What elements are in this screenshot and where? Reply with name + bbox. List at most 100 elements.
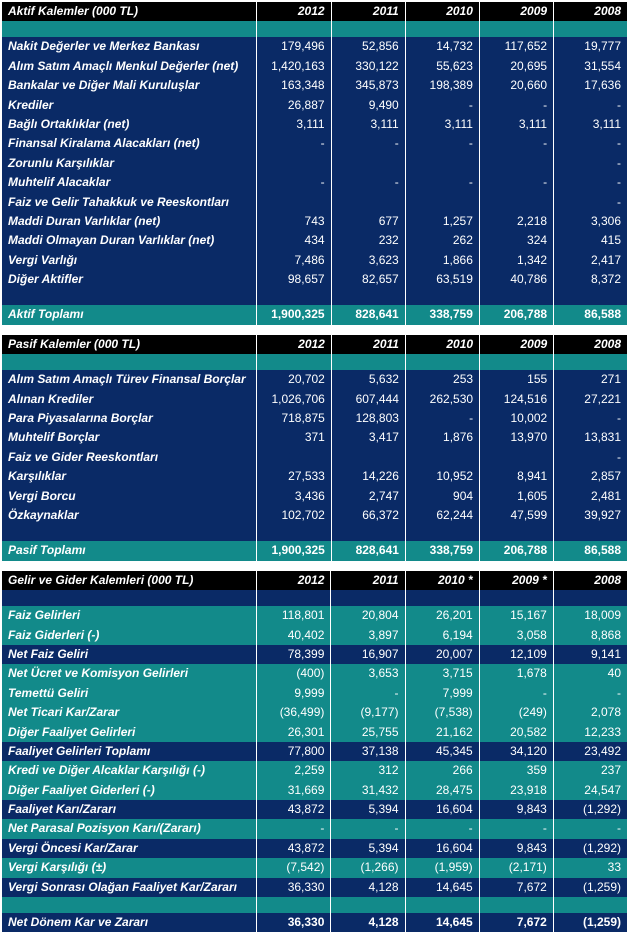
liabilities-row: Özkaynaklar102,70266,37262,24447,59939,9… bbox=[2, 506, 628, 525]
income-cell: (7,542) bbox=[257, 858, 331, 877]
liabilities-cell: 27,533 bbox=[257, 467, 332, 486]
income-cell: 3,653 bbox=[331, 664, 405, 683]
income-row: Diğer Faaliyet Giderleri (-)31,66931,432… bbox=[2, 781, 628, 800]
income-row: Faiz Giderleri (-)40,4023,8976,1943,0588… bbox=[2, 626, 628, 645]
income-year-4: 2008 bbox=[553, 571, 627, 590]
income-cell: 312 bbox=[331, 761, 405, 780]
income-cell: (400) bbox=[257, 664, 331, 683]
assets-total-label: Aktif Toplamı bbox=[2, 305, 256, 324]
income-cell: 31,669 bbox=[257, 781, 331, 800]
income-cell: (2,171) bbox=[479, 858, 553, 877]
income-row-label: Net Parasal Pozisyon Karı/(Zararı) bbox=[2, 819, 257, 838]
income-row: Net Ticari Kar/Zarar(36,499)(9,177)(7,53… bbox=[2, 703, 628, 722]
assets-year-2: 2010 bbox=[405, 2, 479, 21]
income-cell: 43,872 bbox=[257, 839, 331, 858]
income-year-3: 2009 * bbox=[479, 571, 553, 590]
income-cell: - bbox=[331, 684, 405, 703]
assets-cell: - bbox=[479, 96, 553, 115]
assets-cell bbox=[256, 154, 331, 173]
assets-row-label: Diğer Aktifler bbox=[2, 270, 256, 289]
liabilities-cell: 2,857 bbox=[554, 467, 628, 486]
income-cell: 3,058 bbox=[479, 626, 553, 645]
income-cell: 16,604 bbox=[405, 839, 479, 858]
assets-row-label: Finansal Kiralama Alacakları (net) bbox=[2, 134, 256, 153]
liabilities-total-cell: 828,641 bbox=[331, 541, 405, 560]
liabilities-year-4: 2008 bbox=[554, 335, 628, 354]
income-row: Faiz Gelirleri118,80120,80426,20115,1671… bbox=[2, 606, 628, 625]
income-cell: 34,120 bbox=[479, 742, 553, 761]
liabilities-row: Vergi Borcu3,4362,7479041,6052,481 bbox=[2, 487, 628, 506]
liabilities-cell: 10,952 bbox=[405, 467, 479, 486]
assets-row: Bağlı Ortaklıklar (net)3,1113,1113,1113,… bbox=[2, 115, 628, 134]
assets-row-label: Vergi Varlığı bbox=[2, 251, 256, 270]
assets-cell bbox=[405, 193, 479, 212]
income-row-label: Temettü Geliri bbox=[2, 684, 257, 703]
liabilities-cell: 47,599 bbox=[480, 506, 554, 525]
income-year-1: 2011 bbox=[331, 571, 405, 590]
liabilities-cell: 124,516 bbox=[480, 390, 554, 409]
income-cell: 266 bbox=[405, 761, 479, 780]
assets-row: Zorunlu Karşılıklar- bbox=[2, 154, 628, 173]
income-cell: 20,804 bbox=[331, 606, 405, 625]
assets-cell: 3,111 bbox=[256, 115, 331, 134]
liabilities-total-cell: 86,588 bbox=[554, 541, 628, 560]
liabilities-cell: 13,970 bbox=[480, 428, 554, 447]
income-total-cell: 7,672 bbox=[479, 913, 553, 932]
liabilities-row-label: Muhtelif Borçlar bbox=[2, 428, 257, 447]
assets-cell: 232 bbox=[331, 231, 405, 250]
liabilities-total-cell: 338,759 bbox=[405, 541, 479, 560]
liabilities-total: Pasif Toplamı1,900,325828,641338,759206,… bbox=[2, 541, 628, 560]
income-cell: 2,259 bbox=[257, 761, 331, 780]
assets-row: Finansal Kiralama Alacakları (net)----- bbox=[2, 134, 628, 153]
assets-cell: 55,623 bbox=[405, 57, 479, 76]
assets-cell: - bbox=[554, 96, 628, 115]
assets-header: Aktif Kalemler (000 TL)20122011201020092… bbox=[2, 2, 628, 21]
liabilities-year-0: 2012 bbox=[257, 335, 332, 354]
assets-cell: 17,636 bbox=[554, 76, 628, 95]
income-row-label: Diğer Faaliyet Giderleri (-) bbox=[2, 781, 257, 800]
assets-cell: 8,372 bbox=[554, 270, 628, 289]
income-row: Vergi Karşılığı (±)(7,542)(1,266)(1,959)… bbox=[2, 858, 628, 877]
assets-separator bbox=[2, 289, 628, 305]
liabilities-cell: - bbox=[554, 409, 628, 428]
liabilities-year-2: 2010 bbox=[405, 335, 479, 354]
income-cell: 20,007 bbox=[405, 645, 479, 664]
income-row: Kredi ve Diğer Alcaklar Karşılığı (-)2,2… bbox=[2, 761, 628, 780]
income-cell: (1,259) bbox=[553, 878, 627, 897]
assets-row-label: Muhtelif Alacaklar bbox=[2, 173, 256, 192]
income-cell: 43,872 bbox=[257, 800, 331, 819]
income-cell: 18,009 bbox=[553, 606, 627, 625]
assets-cell: 262 bbox=[405, 231, 479, 250]
assets-total-cell: 1,900,325 bbox=[256, 305, 331, 324]
income-separator bbox=[2, 897, 628, 913]
assets-row: Maddi Duran Varlıklar (net)7436771,2572,… bbox=[2, 212, 628, 231]
income-cell: - bbox=[257, 819, 331, 838]
income-cell: 45,345 bbox=[405, 742, 479, 761]
assets-cell: 98,657 bbox=[256, 270, 331, 289]
liabilities-total-cell: 1,900,325 bbox=[257, 541, 332, 560]
assets-total: Aktif Toplamı1,900,325828,641338,759206,… bbox=[2, 305, 628, 324]
assets-year-0: 2012 bbox=[256, 2, 331, 21]
assets-cell bbox=[479, 193, 553, 212]
assets-cell: 20,695 bbox=[479, 57, 553, 76]
income-cell: (9,177) bbox=[331, 703, 405, 722]
liabilities-cell: 1,605 bbox=[480, 487, 554, 506]
income-cell: 21,162 bbox=[405, 723, 479, 742]
income-header: Gelir ve Gider Kalemleri (000 TL)2012201… bbox=[2, 571, 628, 590]
liabilities-cell: 1,876 bbox=[405, 428, 479, 447]
income-row: Net Ücret ve Komisyon Gelirleri(400)3,65… bbox=[2, 664, 628, 683]
assets-cell: - bbox=[405, 96, 479, 115]
income-cell: 33 bbox=[553, 858, 627, 877]
assets-row-label: Zorunlu Karşılıklar bbox=[2, 154, 256, 173]
assets-row: Krediler26,8879,490--- bbox=[2, 96, 628, 115]
assets-cell: 82,657 bbox=[331, 270, 405, 289]
income-cell: 7,999 bbox=[405, 684, 479, 703]
income-cell: 1,678 bbox=[479, 664, 553, 683]
assets-row-label: Krediler bbox=[2, 96, 256, 115]
liabilities-cell: 607,444 bbox=[331, 390, 405, 409]
assets-cell: - bbox=[405, 173, 479, 192]
income-total-cell: (1,259) bbox=[553, 913, 627, 932]
liabilities-cell: 128,803 bbox=[331, 409, 405, 428]
income-row-label: Faaliyet Gelirleri Toplamı bbox=[2, 742, 257, 761]
assets-cell: 3,111 bbox=[331, 115, 405, 134]
